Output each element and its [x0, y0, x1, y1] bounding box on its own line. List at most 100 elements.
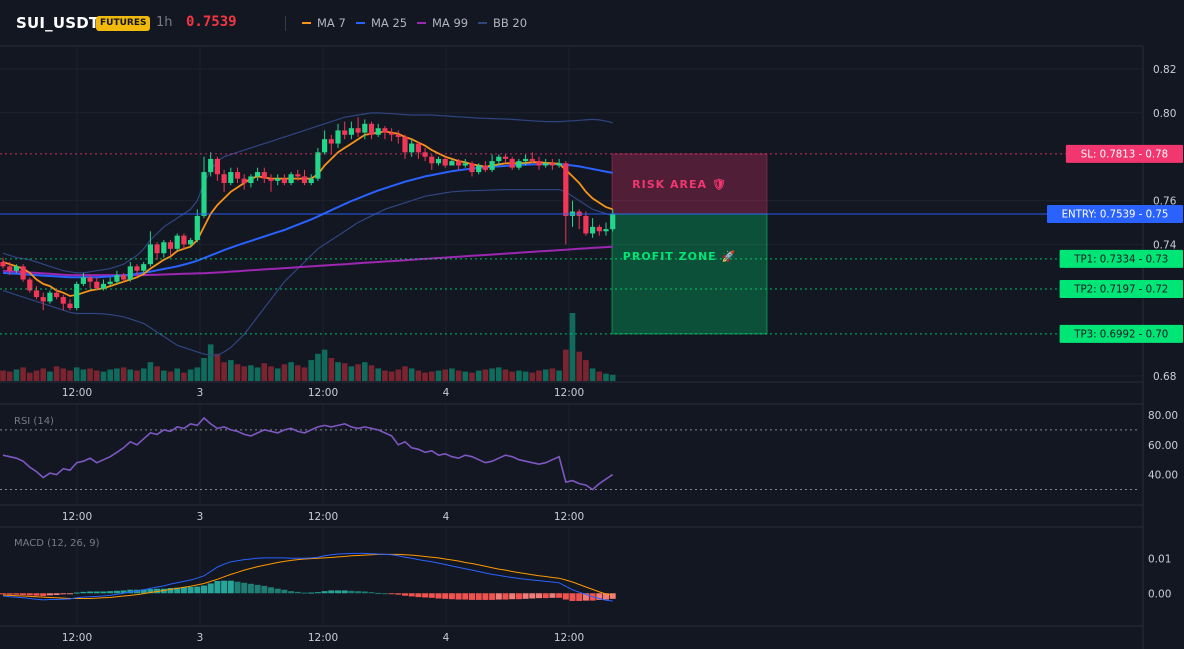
time-tick-label: 12:00	[62, 632, 92, 644]
candle-body	[87, 277, 93, 282]
candle-body	[489, 161, 495, 170]
candle-body	[201, 172, 207, 216]
volume-bar	[33, 370, 40, 381]
candle	[402, 134, 408, 159]
macd-histogram-bar	[569, 593, 576, 601]
candle-body	[167, 242, 174, 249]
interval-label[interactable]: 1h	[156, 15, 173, 30]
macd-histogram-bar	[341, 590, 348, 594]
macd-histogram-bar	[355, 591, 362, 594]
candle-body	[13, 266, 19, 271]
rsi-tick-label: 60.00	[1148, 440, 1178, 452]
volume-bar	[402, 366, 408, 381]
time-tick-label: 12:00	[308, 387, 338, 399]
candle-body	[529, 158, 535, 162]
rsi-pane: RSI (14) 80.00 60.00 40.00	[0, 410, 1178, 491]
candle-body	[33, 290, 40, 298]
level-tag-tp2	[1059, 279, 1183, 298]
legend-ma25[interactable]: MA 25	[356, 16, 407, 30]
price-tick-label: 0.74	[1153, 239, 1177, 251]
volume-bar	[73, 367, 80, 381]
volume-bar	[248, 365, 254, 381]
candle	[161, 240, 167, 258]
macd-histogram-bar	[180, 587, 187, 594]
candle	[174, 233, 180, 252]
volume-bar	[60, 368, 67, 381]
macd-histogram-bar	[194, 586, 201, 594]
level-label-entry: ENTRY: 0.7539 - 0.75	[1062, 210, 1169, 221]
macd-tick-label: 0.01	[1148, 553, 1171, 565]
macd-histogram-bar	[549, 593, 556, 598]
macd-histogram-bar	[375, 592, 382, 594]
candle	[442, 156, 448, 168]
macd-histogram-bar	[408, 593, 415, 597]
volume-bar	[13, 369, 20, 381]
candle	[583, 211, 589, 236]
macd-histogram-bar	[582, 593, 589, 601]
macd-histogram-bar	[147, 589, 154, 594]
futures-badge: FUTURES	[96, 16, 151, 31]
volume-bar	[120, 367, 127, 381]
candle	[134, 264, 140, 276]
candle	[449, 158, 455, 166]
macd-histogram-bar	[455, 593, 462, 600]
candle-body	[536, 161, 542, 166]
legend-ma7[interactable]: MA 7	[302, 16, 346, 30]
candle	[87, 275, 93, 289]
symbol-name[interactable]: SUI_USDT	[16, 14, 100, 32]
candle-body	[362, 123, 368, 133]
macd-histogram-bar	[6, 593, 13, 595]
candle-body	[429, 156, 435, 164]
legend-bb20[interactable]: BB 20	[478, 16, 527, 30]
candle-body	[181, 235, 187, 245]
rsi-tick-label: 80.00	[1148, 410, 1178, 422]
candle	[228, 167, 234, 186]
volume-bar	[408, 368, 415, 381]
volume-bar	[429, 371, 435, 381]
level-tag-tp1	[1059, 249, 1183, 268]
candle	[529, 152, 535, 164]
volume-bar	[315, 353, 321, 381]
candle	[20, 264, 26, 282]
candle	[476, 163, 482, 175]
candle	[281, 174, 287, 186]
candle	[368, 121, 375, 140]
volume-bar	[435, 370, 442, 381]
macd-histogram-bar	[274, 588, 281, 594]
candle	[362, 119, 368, 140]
legend-ma99[interactable]: MA 99	[417, 16, 468, 30]
legend-swatch	[356, 22, 365, 24]
volume-bar	[100, 371, 107, 381]
price-levels: SL: 0.7813 - 0.78 ENTRY: 0.7539 - 0.75 TP1…	[0, 144, 1183, 343]
candle	[114, 270, 120, 284]
macd-histogram-bar	[281, 589, 288, 594]
volume-bar	[295, 365, 301, 381]
candle	[60, 294, 66, 311]
volume-bar	[529, 372, 536, 381]
candle-body	[308, 178, 314, 184]
candle	[54, 288, 60, 300]
candle	[147, 231, 153, 267]
candle-body	[482, 165, 488, 170]
macd-histogram-bar	[288, 591, 295, 594]
time-tick-label: 12:00	[62, 511, 92, 523]
macd-histogram-bar	[536, 593, 542, 599]
candle-body	[67, 303, 73, 309]
macd-histogram-bar	[596, 593, 603, 600]
time-tick-label: 12:00	[308, 632, 338, 644]
candle	[422, 147, 428, 162]
candle	[221, 169, 227, 192]
volume-bar	[27, 372, 33, 381]
volume-bar	[20, 367, 26, 381]
candle	[154, 242, 160, 260]
candle	[248, 174, 254, 188]
volume-bar	[368, 365, 375, 381]
last-price: 0.7539	[186, 14, 237, 30]
macd-histogram-bar	[469, 593, 475, 600]
price-tick-label: 0.82	[1153, 64, 1176, 76]
volume-bar	[469, 372, 475, 381]
macd-histogram-bar	[201, 585, 207, 594]
macd-histogram-bar	[348, 590, 355, 594]
time-tick-label: 12:00	[554, 632, 584, 644]
